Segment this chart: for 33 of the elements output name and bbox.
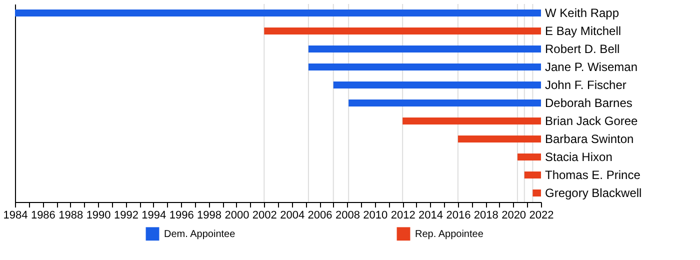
x-tick-label: 2022 [529,210,554,222]
x-tick-label: 1984 [3,210,28,222]
y-tick-label: Gregory Blackwell [545,186,642,200]
y-tick-label: E Bay Mitchell [545,24,622,38]
y-tick-label: Thomas E. Prince [545,168,641,182]
y-tick-label: W Keith Rapp [545,6,620,20]
x-tick-label: 2020 [502,210,526,222]
y-tick-label: Stacia Hixon [545,150,612,164]
y-tick-label: John F. Fischer [545,78,626,92]
x-tick-label: 2006 [308,210,332,222]
x-tick-label: 1998 [197,210,222,222]
x-tick-label: 1994 [142,210,166,222]
y-tick-label: Barbara Swinton [545,132,634,146]
x-tick-label: 2002 [252,210,277,222]
x-tick-label: 2014 [418,210,444,222]
x-tick-label: 1988 [58,210,84,222]
y-tick-label: Robert D. Bell [545,42,620,56]
x-tick-label: 1996 [169,210,194,222]
x-tick-label: 1992 [114,210,138,222]
legend-label: Rep. Appointee [415,228,484,240]
x-tick-label: 2016 [446,210,471,222]
legend-label: Dem. Appointee [164,228,236,240]
x-tick-label: 2008 [335,210,360,222]
x-tick-label: 2012 [390,210,416,222]
x-tick-label: 1990 [86,210,111,222]
x-tick-label: 2004 [280,210,305,222]
x-tick-label: 1986 [30,210,56,222]
x-tick-label: 2000 [224,210,250,222]
x-tick-label: 2018 [474,210,498,222]
y-tick-label: Deborah Barnes [545,96,632,110]
x-tick-label: 2010 [363,210,388,222]
y-tick-label: Jane P. Wiseman [545,60,638,74]
y-tick-label: Brian Jack Goree [545,114,638,128]
